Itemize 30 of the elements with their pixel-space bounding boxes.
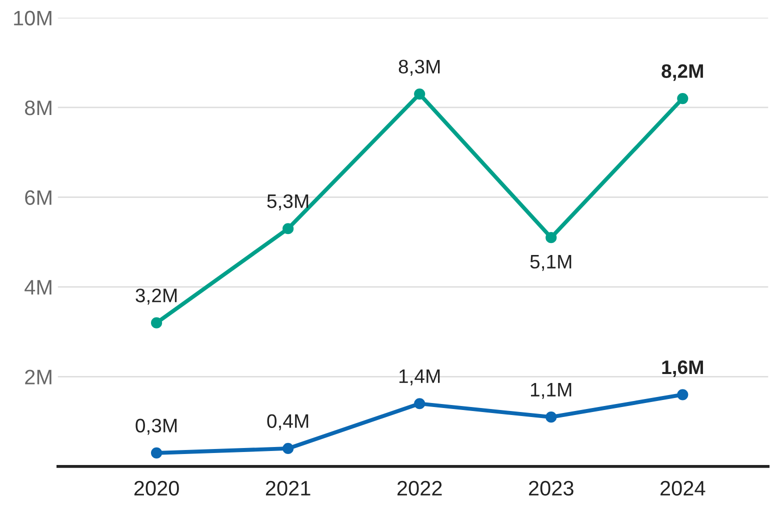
data-label: 8,3M	[398, 60, 440, 76]
point	[282, 442, 294, 454]
data-label: 1,4M	[399, 370, 440, 386]
data-label: 5,3M	[267, 194, 308, 210]
point	[150, 317, 162, 328]
point	[677, 92, 688, 104]
y-tick-label: 2M	[25, 370, 52, 384]
x-tick-label: 2024	[660, 480, 706, 496]
point	[546, 232, 557, 244]
point	[282, 223, 294, 234]
y-tick-label: 6M	[25, 190, 52, 205]
x-tick-label: 2023	[529, 480, 574, 496]
point	[150, 447, 162, 459]
data-label: 5,1M	[530, 254, 572, 271]
data-label: 1,6M	[662, 360, 703, 377]
data-label: 0,4M	[267, 414, 308, 430]
y-tick-label: 10M	[14, 10, 52, 26]
x-tick-label: 2020	[134, 480, 179, 496]
data-label: 8,2M	[662, 64, 703, 81]
point	[677, 389, 688, 400]
data-label: 3,2M	[136, 288, 177, 305]
y-tick-label: 4M	[24, 280, 52, 295]
data-label: 0,3M	[136, 418, 177, 435]
y-tick-label: 8M	[25, 100, 52, 116]
x-tick-label: 2021	[266, 480, 310, 496]
data-label: 1,1M	[530, 383, 572, 399]
point	[414, 88, 426, 100]
point	[546, 412, 557, 423]
point	[414, 398, 426, 410]
x-tick-label: 2022	[397, 480, 442, 496]
